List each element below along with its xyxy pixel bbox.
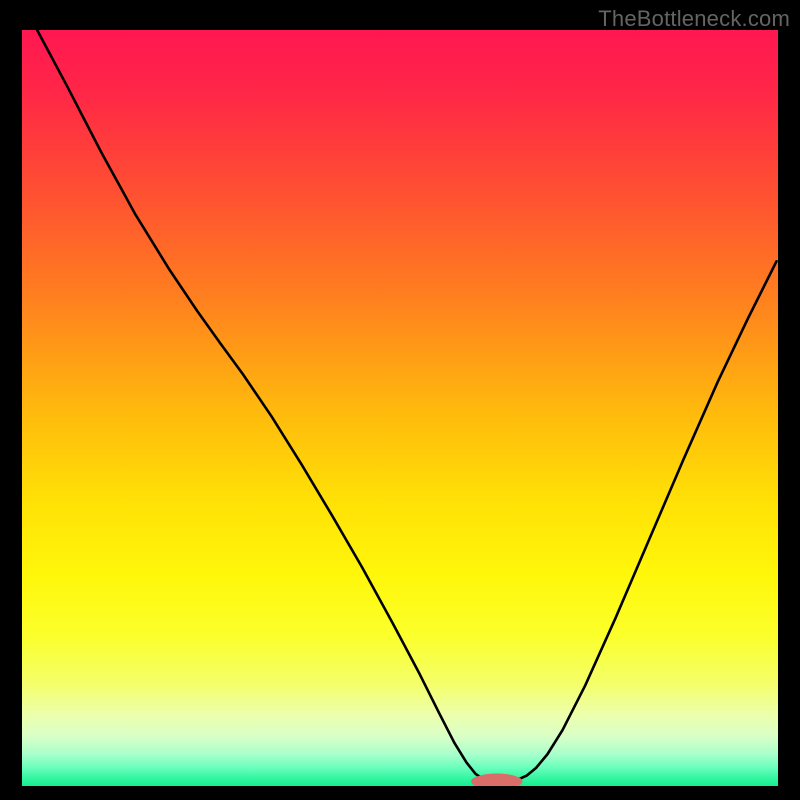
plot-area bbox=[22, 30, 778, 786]
gradient-background bbox=[22, 30, 778, 786]
plot-svg bbox=[22, 30, 778, 786]
watermark-text: TheBottleneck.com bbox=[598, 6, 790, 32]
chart-outer: TheBottleneck.com bbox=[0, 0, 800, 800]
